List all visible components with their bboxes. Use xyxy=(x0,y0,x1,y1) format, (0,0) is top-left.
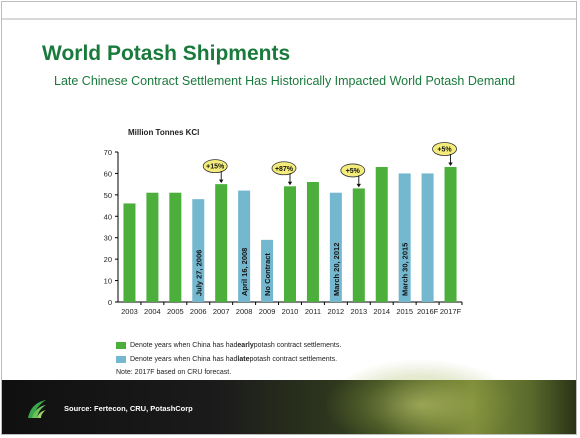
x-tick-label-2006: 2006 xyxy=(190,307,207,316)
bar-date-label-2009: No Contract xyxy=(263,253,272,296)
callout-label: +87% xyxy=(275,166,294,173)
x-tick-label-2004: 2004 xyxy=(144,307,161,316)
bar-2010 xyxy=(284,186,296,302)
slide-subtitle: Late Chinese Contract Settlement Has His… xyxy=(54,74,516,88)
footer-decoration xyxy=(326,360,516,434)
bar-2005 xyxy=(169,192,182,302)
source-text: Source: Fertecon, CRU, PotashCorp xyxy=(64,404,193,413)
callout-2013: +5% xyxy=(340,163,366,188)
bar-2013 xyxy=(352,188,365,302)
company-logo-icon xyxy=(28,400,46,418)
x-tick-label-2015: 2015 xyxy=(396,307,413,316)
bar-2012 xyxy=(329,192,342,302)
x-tick-label-2010: 2010 xyxy=(282,307,299,316)
shipments-bar-chart: 0 10 20 30 40 50 60 70 2003 2004 2005 2006 2007 2008 2… xyxy=(104,142,463,316)
bar-2016F xyxy=(421,173,434,302)
callout-arrow-head xyxy=(287,181,293,186)
x-tick-label-2005: 2005 xyxy=(167,307,184,316)
callout-2010: +87% xyxy=(271,161,297,186)
bar-2015 xyxy=(398,173,411,302)
legend-early-emphasis: early xyxy=(237,341,254,349)
bar-date-label-2008: April 16, 2008 xyxy=(240,248,249,296)
x-tick-label-2014: 2014 xyxy=(373,307,390,316)
legend-item-early: Denote years when China has had early po… xyxy=(116,338,341,352)
y-tick-label: 50 xyxy=(104,191,112,200)
callout-bubble xyxy=(432,142,457,156)
legend-early-prefix: Denote years when China has had xyxy=(130,341,238,349)
x-tick-label-2012: 2012 xyxy=(328,307,345,316)
callout-label: +5% xyxy=(346,168,361,175)
bar-2007 xyxy=(215,184,228,302)
bar-2004 xyxy=(146,192,159,302)
header-divider xyxy=(2,18,576,20)
y-tick-label: 20 xyxy=(104,255,112,264)
bar-date-label-2015: March 30, 2015 xyxy=(401,243,410,296)
x-tick-label-2016F: 2016F xyxy=(417,307,439,316)
y-tick-label: 60 xyxy=(104,169,112,178)
callout-bubble xyxy=(340,163,366,178)
y-tick-label: 30 xyxy=(104,234,112,243)
slide-title: World Potash Shipments xyxy=(42,42,291,65)
bar-2011 xyxy=(306,182,319,302)
y-tick-label: 0 xyxy=(108,298,112,307)
callout-2017F: +5% xyxy=(432,142,457,166)
callout-bubble xyxy=(271,161,297,176)
legend-swatch-early xyxy=(116,341,126,349)
bar-2008 xyxy=(238,190,251,302)
bar-2009 xyxy=(261,239,274,302)
footer-band: Source: Fertecon, CRU, PotashCorp xyxy=(2,360,576,434)
legend-late-emphasis: late xyxy=(237,355,250,363)
bar-2017F xyxy=(444,167,457,302)
x-tick-label-2017F: 2017F xyxy=(440,307,462,316)
callout-2007: +15% xyxy=(202,159,228,184)
x-tick-label-2008: 2008 xyxy=(236,307,253,316)
legend-swatch-late xyxy=(116,355,126,363)
callout-arrow-head xyxy=(356,183,361,188)
legend-early-suffix: potash contract settlements. xyxy=(253,341,342,349)
bar-2003 xyxy=(123,203,136,302)
legend-late-prefix: Denote years when China has had xyxy=(130,355,238,363)
x-tick-label-2003: 2003 xyxy=(121,307,138,316)
x-tick-label-2013: 2013 xyxy=(350,307,367,316)
legend-item-late: Denote years when China has had late pot… xyxy=(116,352,341,366)
callout-label: +5% xyxy=(437,147,452,154)
chart-legend: Denote years when China has had early po… xyxy=(116,338,341,366)
x-tick-label-2007: 2007 xyxy=(213,307,230,316)
y-axis-unit-label: Million Tonnes KCl xyxy=(128,128,200,137)
bar-2014 xyxy=(375,167,388,302)
y-tick-label: 10 xyxy=(104,277,112,286)
forecast-note: Note: 2017F based on CRU forecast. xyxy=(116,369,232,376)
y-tick-label: 40 xyxy=(104,212,112,221)
callout-arrow-head xyxy=(448,162,453,166)
legend-late-suffix: potash contract settlements. xyxy=(249,355,338,363)
x-tick-label-2011: 2011 xyxy=(305,307,321,316)
x-tick-label-2009: 2009 xyxy=(259,307,276,316)
callout-bubble xyxy=(202,159,228,174)
callout-arrow-head xyxy=(219,179,224,184)
bar-date-label-2012: March 20, 2012 xyxy=(332,243,341,296)
callout-label: +15% xyxy=(206,164,225,171)
bar-2006 xyxy=(192,199,205,302)
y-tick-label: 70 xyxy=(104,148,112,157)
bar-date-label-2006: July 27, 2006 xyxy=(194,250,203,296)
